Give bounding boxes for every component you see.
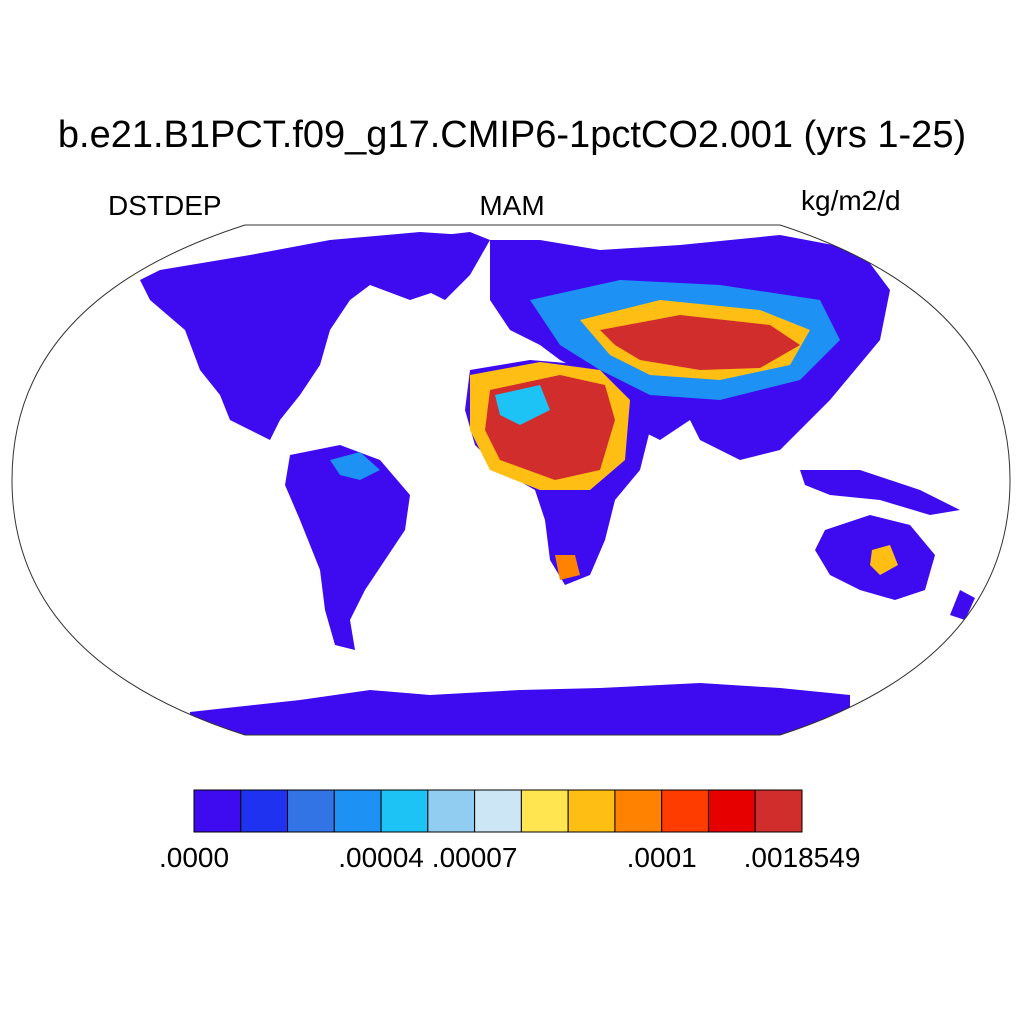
- colorbar-swatch: [707, 789, 756, 833]
- asia-dust-core: [600, 315, 800, 370]
- colorbar-swatch: [754, 789, 803, 833]
- colorbar-swatch: [333, 789, 382, 833]
- colorbar-swatch: [380, 789, 429, 833]
- colorbar-swatch: [661, 789, 709, 833]
- variable-label: DSTDEP: [108, 190, 222, 221]
- season-label: MAM: [479, 190, 545, 221]
- colorbar-swatch: [287, 789, 335, 833]
- colorbar-swatch: [520, 789, 569, 833]
- australia-dust: [870, 545, 898, 575]
- north-america: [140, 232, 480, 440]
- colorbar: [193, 789, 803, 833]
- colorbar-swatch: [474, 789, 522, 833]
- colorbar-swatch: [193, 789, 242, 833]
- colorbar-swatch: [427, 789, 476, 833]
- antarctica: [190, 683, 850, 735]
- southern-africa-hotspot: [555, 555, 580, 580]
- south-america-north-coast: [330, 452, 380, 480]
- south-america: [285, 445, 410, 650]
- colorbar-swatch: [614, 789, 663, 833]
- new-zealand: [950, 590, 975, 620]
- sahara-inner-light: [495, 385, 550, 425]
- globe-outline: [11, 224, 1011, 736]
- colorbar-swatch: [240, 789, 289, 833]
- plot-title: b.e21.B1PCT.f09_g17.CMIP6-1pctCO2.001 (y…: [57, 114, 967, 156]
- greenland: [400, 232, 490, 300]
- indonesia: [800, 470, 960, 515]
- colorbar-swatch: [567, 789, 616, 833]
- units-label: kg/m2/d: [801, 185, 901, 216]
